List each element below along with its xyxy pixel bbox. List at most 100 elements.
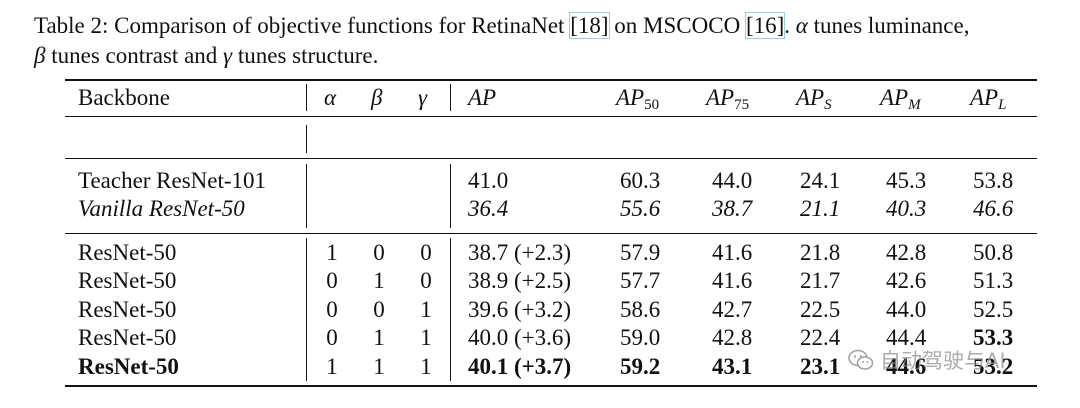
header-ap50-base: AP bbox=[616, 85, 645, 110]
citation-link-16[interactable]: [16] bbox=[744, 12, 786, 39]
cell-ap: 36.4 bbox=[468, 196, 509, 221]
wechat-icon bbox=[848, 349, 874, 370]
header-aps: APS bbox=[796, 84, 832, 113]
cell-backbone: Vanilla ResNet-50 bbox=[78, 196, 245, 221]
cell-beta: 1 bbox=[373, 268, 385, 293]
header-gamma: γ bbox=[418, 85, 428, 110]
caption-gamma-text: tunes structure. bbox=[232, 43, 379, 68]
cell-apl: 52.5 bbox=[973, 297, 1014, 322]
cell-backbone: ResNet-50 bbox=[78, 240, 177, 265]
cell-aps: 21.8 bbox=[800, 240, 841, 265]
table-bottom-rule bbox=[65, 385, 1037, 387]
header-apl: APL bbox=[970, 84, 1007, 113]
cell-aps: 21.1 bbox=[800, 196, 841, 221]
cell-apm: 42.6 bbox=[886, 268, 927, 293]
caption-line-2: β tunes contrast and γ tunes structure. bbox=[34, 41, 1074, 71]
cell-backbone: ResNet-50 bbox=[78, 268, 177, 293]
caption-mid: on MSCOCO bbox=[608, 13, 746, 38]
cell-ap: 40.0 (+3.6) bbox=[468, 325, 572, 350]
cell-apm: 44.4 bbox=[886, 325, 927, 350]
header-ap50: AP50 bbox=[616, 84, 659, 113]
results-top-rule bbox=[65, 233, 1037, 234]
cell-gamma: 1 bbox=[420, 354, 432, 379]
cell-apm: 40.3 bbox=[886, 196, 927, 221]
cell-beta: 1 bbox=[373, 354, 385, 379]
cell-apl: 50.8 bbox=[973, 240, 1014, 265]
cell-alpha: 0 bbox=[326, 297, 338, 322]
cell-ap: 38.9 (+2.5) bbox=[468, 268, 572, 293]
header-apl-sub: L bbox=[998, 97, 1007, 113]
watermark-text: 自动驾驶与AI bbox=[880, 349, 1006, 373]
header-beta: β bbox=[371, 85, 383, 110]
watermark: 自动驾驶与AI bbox=[848, 345, 1006, 375]
col-divider bbox=[450, 238, 451, 381]
caption-alpha-symbol: α bbox=[795, 13, 808, 38]
cell-ap50: 59.2 bbox=[620, 354, 661, 379]
header-apm: APM bbox=[880, 84, 921, 113]
caption-beta-text: tunes contrast and bbox=[45, 43, 224, 68]
caption-line-1: Table 2: Comparison of objective functio… bbox=[34, 11, 1074, 41]
cell-ap75: 44.0 bbox=[712, 168, 753, 193]
citation-link-18[interactable]: [18] bbox=[569, 12, 610, 39]
cell-gamma: 1 bbox=[420, 325, 432, 350]
header-backbone: Backbone bbox=[78, 85, 170, 110]
cell-ap75: 41.6 bbox=[712, 268, 753, 293]
cell-ap: 40.1 (+3.7) bbox=[468, 354, 572, 379]
cell-backbone: ResNet-50 bbox=[78, 354, 179, 379]
header-apl-base: AP bbox=[970, 85, 999, 110]
cell-ap50: 58.6 bbox=[620, 297, 661, 322]
baseline-top-rule bbox=[65, 158, 1037, 159]
cell-ap75: 42.8 bbox=[712, 325, 753, 350]
cell-aps: 23.1 bbox=[800, 354, 841, 379]
cell-aps: 21.7 bbox=[800, 268, 841, 293]
cell-ap50: 59.0 bbox=[620, 325, 661, 350]
cell-beta: 1 bbox=[373, 325, 385, 350]
caption-prefix: Table 2: Comparison of objective functio… bbox=[34, 13, 571, 38]
col-divider bbox=[306, 84, 307, 111]
header-alpha: α bbox=[324, 85, 337, 110]
cell-ap75: 41.6 bbox=[712, 240, 753, 265]
caption-gamma-symbol: γ bbox=[223, 43, 233, 68]
cell-ap50: 60.3 bbox=[620, 168, 661, 193]
col-divider bbox=[306, 238, 307, 381]
cell-backbone: ResNet-50 bbox=[78, 325, 177, 350]
caption-beta-symbol: β bbox=[34, 43, 46, 68]
cell-aps: 24.1 bbox=[800, 168, 841, 193]
cell-ap75: 43.1 bbox=[712, 354, 753, 379]
cell-ap: 41.0 bbox=[468, 168, 509, 193]
cell-gamma: 0 bbox=[420, 268, 432, 293]
cell-alpha: 1 bbox=[326, 354, 338, 379]
cell-alpha: 0 bbox=[326, 325, 338, 350]
cell-gamma: 0 bbox=[420, 240, 432, 265]
header-ap75: AP75 bbox=[706, 84, 750, 113]
cell-alpha: 1 bbox=[326, 240, 338, 265]
caption-alpha-text: tunes luminance, bbox=[807, 13, 970, 38]
cell-backbone: ResNet-50 bbox=[78, 297, 177, 322]
cell-apm: 44.6 bbox=[886, 354, 927, 379]
caption-sep: . bbox=[784, 13, 796, 38]
cell-apm: 44.0 bbox=[886, 297, 927, 322]
col-divider bbox=[450, 164, 451, 228]
cell-ap: 38.7 (+2.3) bbox=[468, 240, 572, 265]
table-caption: Table 2: Comparison of objective functio… bbox=[34, 11, 1074, 71]
header-apm-base: AP bbox=[880, 85, 909, 110]
cell-ap: 39.6 (+3.2) bbox=[468, 297, 572, 322]
cell-apl: 53.3 bbox=[973, 325, 1014, 350]
header-apm-sub: M bbox=[908, 97, 921, 113]
cell-aps: 22.5 bbox=[800, 297, 841, 322]
cell-alpha: 0 bbox=[326, 268, 338, 293]
cell-apl: 51.3 bbox=[973, 268, 1014, 293]
header-aps-base: AP bbox=[796, 85, 825, 110]
header-ap: AP bbox=[468, 85, 497, 110]
header-ap75-base: AP bbox=[706, 85, 735, 110]
table-top-rule bbox=[65, 79, 1037, 81]
col-divider bbox=[306, 164, 307, 228]
cell-apm: 45.3 bbox=[886, 168, 927, 193]
header-ap75-sub: 75 bbox=[734, 97, 750, 113]
col-divider bbox=[450, 84, 451, 111]
cell-gamma: 1 bbox=[420, 297, 432, 322]
cell-ap50: 55.6 bbox=[620, 196, 661, 221]
header-rule bbox=[65, 116, 1037, 117]
cell-aps: 22.4 bbox=[800, 325, 841, 350]
cell-beta: 0 bbox=[373, 297, 385, 322]
